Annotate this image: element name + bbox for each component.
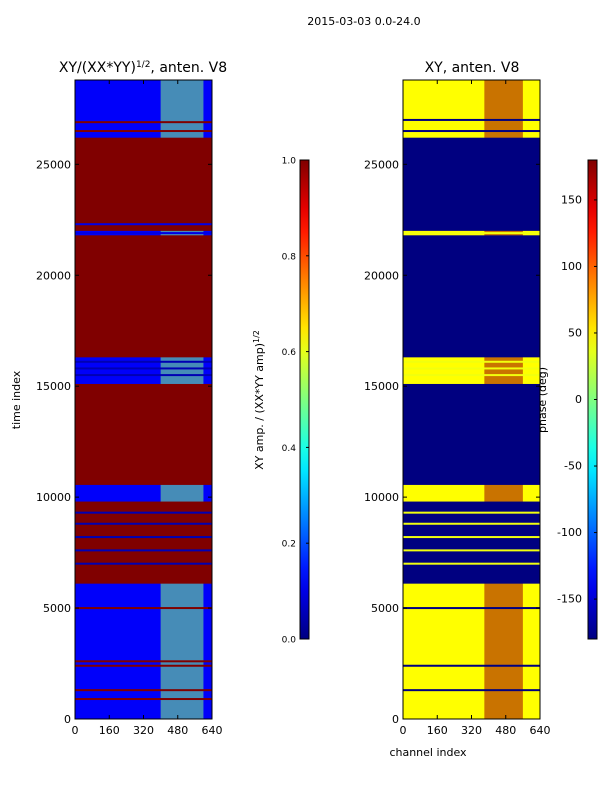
ytick-label: 20000	[36, 269, 71, 282]
panel1-ylabel: time index	[10, 370, 23, 429]
heatmap-band-1	[75, 501, 212, 584]
ytick-label: 0	[64, 713, 71, 726]
heatmap-line-8	[75, 562, 212, 565]
ytick-label: 15000	[36, 380, 71, 393]
panel2-title: XY, anten. V8	[425, 60, 520, 76]
heatmap-line-5	[403, 118, 540, 121]
xtick-label: 640	[530, 724, 551, 737]
xtick-label: 320	[461, 724, 482, 737]
colorbar-tick-label: 0	[575, 393, 582, 406]
heatmap-line-1	[75, 607, 212, 610]
heatmap-line-13	[75, 374, 212, 377]
ytick-label: 25000	[364, 158, 399, 171]
heatmap-line-9	[75, 549, 212, 552]
colorbar-2: -150 -100 -50 0 50 100 150	[557, 159, 598, 640]
colorbar-tick-label: 0.6	[282, 348, 297, 358]
xtick-label: 0	[400, 724, 407, 737]
heatmap-line-8	[403, 536, 540, 539]
heatmap-image-2	[403, 80, 540, 719]
colorbar-tick-label: 1.0	[282, 157, 297, 167]
heatmap-line-2	[75, 664, 212, 667]
heatmap-line-10	[403, 511, 540, 514]
heatmap-line-12	[75, 511, 212, 514]
colorbar-tick-label: 100	[561, 260, 582, 273]
colorbar-tick-label: 0.4	[282, 444, 297, 454]
heatmap-line-3	[403, 689, 540, 692]
colorbar1-label: XY amp. / (XX*YY amp)1/2	[252, 330, 267, 470]
ytick-label: 5000	[371, 602, 399, 615]
heatmap-line-7	[75, 121, 212, 124]
heatmap-line-1	[403, 607, 540, 610]
heatmap-line-13	[403, 360, 540, 363]
ytick-label: 20000	[364, 269, 399, 282]
ytick-label: 10000	[36, 491, 71, 504]
panel-1: 0 160 320 480 640 0 5000 10000 15000 20000 25000	[36, 79, 223, 737]
colorbar-tick-label: 0.2	[282, 540, 296, 550]
heatmap-band-4	[75, 137, 212, 231]
colorbar-tick-label: 0.0	[282, 636, 297, 646]
xtick-label: 160	[99, 724, 120, 737]
panel2-xlabel: channel index	[389, 746, 467, 759]
heatmap-line-6	[403, 562, 540, 565]
heatmap-band-1	[403, 383, 540, 485]
colorbar-tick-label: 0.8	[282, 252, 297, 262]
colorbar-tick-label: -100	[557, 526, 582, 539]
heatmap-line-14	[75, 367, 212, 370]
heatmap-line-10	[75, 536, 212, 539]
colorbar1-label-sup: 1/2	[252, 330, 261, 343]
heatmap-line-11	[403, 374, 540, 377]
colorbar-tick-label: -50	[564, 460, 582, 473]
heatmap-band-2	[75, 383, 212, 485]
heatmap-line-15	[75, 360, 212, 363]
heatmap-image-1	[75, 80, 212, 719]
heatmap-line-12	[403, 367, 540, 370]
xtick-label: 480	[167, 724, 188, 737]
heatmap-line-4	[75, 689, 212, 692]
heatmap-line-5	[75, 698, 212, 701]
panel1-title: XY/(XX*YY)1/2, anten. V8	[59, 60, 227, 76]
ytick-label: 5000	[43, 602, 71, 615]
heatmap-line-16	[75, 232, 212, 235]
xtick-label: 160	[427, 724, 448, 737]
ytick-label: 0	[392, 713, 399, 726]
heatmap-line-4	[403, 130, 540, 133]
panel-2: 0 160 320 480 640 0 5000 10000 15000 20000 25000	[364, 79, 551, 737]
xtick-label: 640	[202, 724, 223, 737]
colorbar1-label-main: XY amp. / (XX*YY amp)	[253, 343, 266, 470]
panel1-title-main: XY/(XX*YY)	[59, 60, 136, 76]
ytick-label: 25000	[36, 158, 71, 171]
colorbar-gradient	[299, 159, 310, 640]
heatmap-band-4	[403, 501, 540, 584]
xtick-label: 480	[495, 724, 516, 737]
heatmap-band-3	[403, 137, 540, 231]
colorbar-tick-label: 50	[568, 326, 582, 339]
heatmap-line-6	[75, 130, 212, 133]
heatmap-line-14	[403, 232, 540, 235]
heatmap-line-3	[75, 660, 212, 663]
heatmap-band-3	[75, 235, 212, 358]
panel1-title-sup: 1/2	[136, 60, 150, 70]
heatmap-line-9	[403, 522, 540, 525]
heatmap-line-7	[403, 549, 540, 552]
xtick-label: 0	[72, 724, 79, 737]
heatmap-line-17	[75, 223, 212, 226]
figure-suptitle: 2015-03-03 0.0-24.0	[307, 15, 420, 28]
colorbar-tick-label: 150	[561, 193, 582, 206]
ytick-label: 15000	[364, 380, 399, 393]
heatmap-line-2	[403, 664, 540, 667]
heatmap-band-2	[403, 235, 540, 358]
panel1-title-tail: , anten. V8	[150, 60, 227, 76]
ytick-label: 10000	[364, 491, 399, 504]
xtick-label: 320	[133, 724, 154, 737]
colorbar-tick-label: -150	[557, 593, 582, 606]
colorbar-1: 0.0 0.2 0.4 0.6 0.8 1.0	[282, 157, 310, 646]
heatmap-line-11	[75, 522, 212, 525]
